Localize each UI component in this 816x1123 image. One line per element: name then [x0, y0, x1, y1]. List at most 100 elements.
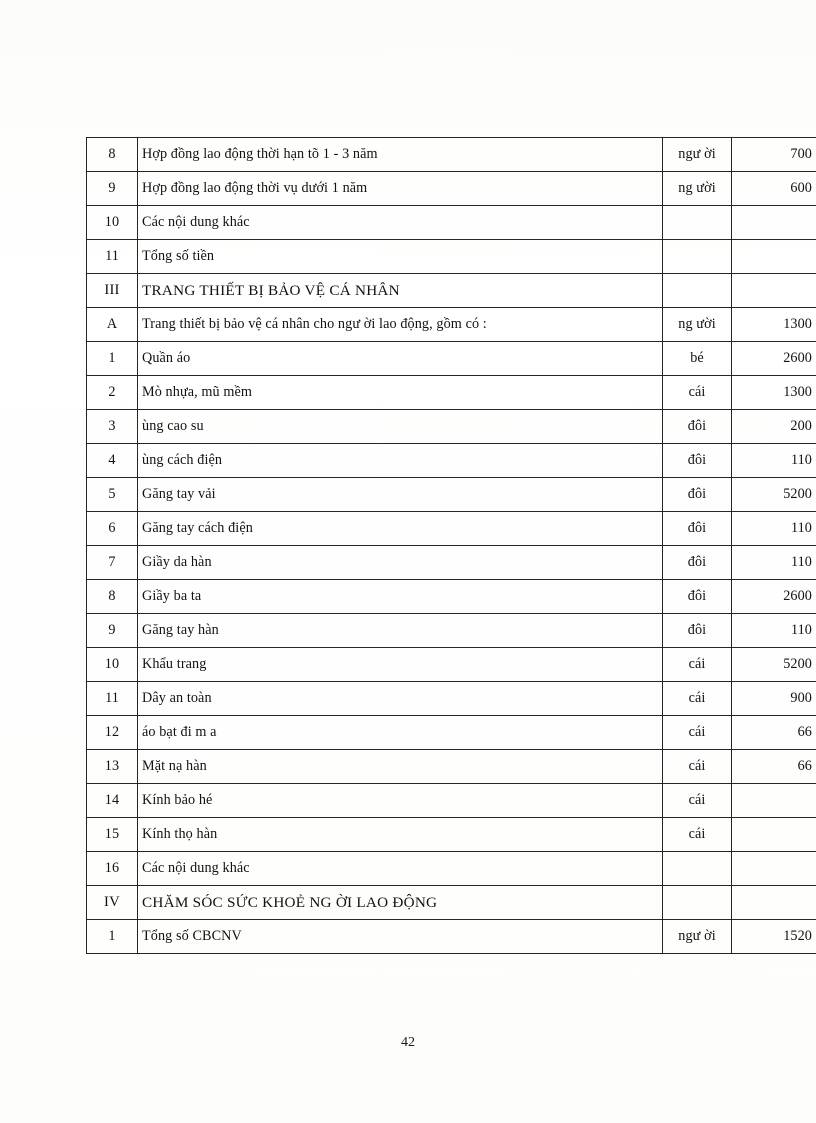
cell-quantity: 200	[731, 409, 816, 444]
cell-quantity: 700	[731, 137, 816, 172]
cell-number: 15	[86, 817, 138, 852]
cell-description: Tổng số tiền	[137, 239, 663, 274]
cell-description: Trang thiết bị bảo vệ cá nhân cho ngư ời…	[137, 307, 663, 342]
cell-description: ùng cách điện	[137, 443, 663, 478]
cell-description: áo bạt đi m a	[137, 715, 663, 750]
table-row: 10 Khẩu trang cái 5200	[86, 647, 816, 682]
cell-description: Găng tay cách điện	[137, 511, 663, 546]
cell-unit: đôi	[662, 409, 732, 444]
cell-description: Găng tay vải	[137, 477, 663, 512]
page-number: 42	[401, 1035, 415, 1050]
cell-description: Mặt nạ hàn	[137, 749, 663, 784]
cell-description: TRANG THIẾT BỊ BẢO VỆ CÁ NHÂN	[137, 273, 663, 308]
cell-number: 2	[86, 375, 138, 410]
cell-quantity: 110	[731, 443, 816, 478]
table-row: 7 Giầy da hàn đôi 110	[86, 545, 816, 580]
table-row: 16 Các nội dung khác	[86, 851, 816, 886]
cell-quantity	[731, 851, 816, 886]
cell-description: Các nội dung khác	[137, 205, 663, 240]
table-body: 8 Hợp đồng lao động thời hạn tõ 1 - 3 năm…	[86, 137, 816, 954]
cell-number: 1	[86, 341, 138, 376]
cell-quantity: 5200	[731, 647, 816, 682]
cell-unit: đôi	[662, 613, 732, 648]
table-row: 15 Kính thọ hàn cái	[86, 817, 816, 852]
cell-number: 9	[86, 171, 138, 206]
cell-number: 13	[86, 749, 138, 784]
table-row: 6 Găng tay cách điện đôi 110	[86, 511, 816, 546]
table-row: 1 Quần áo bé 2600	[86, 341, 816, 376]
cell-description: Kính bảo hé	[137, 783, 663, 818]
cell-quantity	[731, 205, 816, 240]
cell-quantity: 1300	[731, 307, 816, 342]
table-row: 14 Kính bảo hé cái	[86, 783, 816, 818]
cell-unit	[662, 273, 732, 308]
cell-unit: cái	[662, 817, 732, 852]
cell-number: 10	[86, 205, 138, 240]
cell-unit: đôi	[662, 511, 732, 546]
cell-quantity: 66	[731, 749, 816, 784]
cell-description: Găng tay hàn	[137, 613, 663, 648]
cell-number: 1	[86, 919, 138, 954]
table-row: 12 áo bạt đi m a cái 66	[86, 715, 816, 750]
table-row: 4 ùng cách điện đôi 110	[86, 443, 816, 478]
table-row: 2 Mò nhựa, mũ mềm cái 1300	[86, 375, 816, 410]
cell-description: Tổng số CBCNV	[137, 919, 663, 954]
table-row: 1 Tổng số CBCNV ngư ời 1520	[86, 919, 816, 954]
cell-quantity: 900	[731, 681, 816, 716]
cell-number: 10	[86, 647, 138, 682]
cell-number: 3	[86, 409, 138, 444]
cell-unit	[662, 205, 732, 240]
cell-description: Các nội dung khác	[137, 851, 663, 886]
cell-description: Kính thọ hàn	[137, 817, 663, 852]
cell-unit: cái	[662, 375, 732, 410]
cell-number: III	[86, 273, 138, 308]
cell-description: CHĂM SÓC SỨC KHOẺ NG ỜI LAO ĐỘNG	[137, 885, 663, 920]
cell-unit: đôi	[662, 579, 732, 614]
table-row: 8 Hợp đồng lao động thời hạn tõ 1 - 3 năm…	[86, 137, 816, 172]
cell-quantity: 110	[731, 613, 816, 648]
cell-unit: cái	[662, 647, 732, 682]
cell-number: 12	[86, 715, 138, 750]
cell-number: 7	[86, 545, 138, 580]
cell-unit	[662, 239, 732, 274]
cell-number: 8	[86, 579, 138, 614]
cell-quantity: 600	[731, 171, 816, 206]
cell-quantity	[731, 273, 816, 308]
cell-unit: cái	[662, 715, 732, 750]
cell-number: 5	[86, 477, 138, 512]
cell-number: 9	[86, 613, 138, 648]
cell-number: 4	[86, 443, 138, 478]
cell-description: ùng cao su	[137, 409, 663, 444]
cell-unit: cái	[662, 783, 732, 818]
table-row: 3 ùng cao su đôi 200	[86, 409, 816, 444]
data-table: 8 Hợp đồng lao động thời hạn tõ 1 - 3 năm…	[86, 137, 816, 954]
cell-description: Khẩu trang	[137, 647, 663, 682]
cell-number: 8	[86, 137, 138, 172]
cell-number: 11	[86, 681, 138, 716]
cell-quantity: 66	[731, 715, 816, 750]
table-row: A Trang thiết bị bảo vệ cá nhân cho ngư ờ…	[86, 307, 816, 342]
cell-quantity	[731, 885, 816, 920]
cell-quantity	[731, 239, 816, 274]
cell-unit: cái	[662, 749, 732, 784]
cell-unit	[662, 885, 732, 920]
cell-quantity: 110	[731, 545, 816, 580]
cell-description: Giầy ba ta	[137, 579, 663, 614]
table-row: 8 Giầy ba ta đôi 2600	[86, 579, 816, 614]
cell-number: IV	[86, 885, 138, 920]
cell-unit: ngư ời	[662, 919, 732, 954]
table-row: 13 Mặt nạ hàn cái 66	[86, 749, 816, 784]
cell-unit: cái	[662, 681, 732, 716]
cell-quantity: 5200	[731, 477, 816, 512]
cell-unit: ng ười	[662, 307, 732, 342]
cell-unit: bé	[662, 341, 732, 376]
cell-quantity: 110	[731, 511, 816, 546]
cell-unit	[662, 851, 732, 886]
cell-quantity: 2600	[731, 341, 816, 376]
table-row: 9 Găng tay hàn đôi 110	[86, 613, 816, 648]
cell-unit: ngư ời	[662, 137, 732, 172]
cell-description: Giầy da hàn	[137, 545, 663, 580]
cell-number: 16	[86, 851, 138, 886]
cell-quantity: 1300	[731, 375, 816, 410]
